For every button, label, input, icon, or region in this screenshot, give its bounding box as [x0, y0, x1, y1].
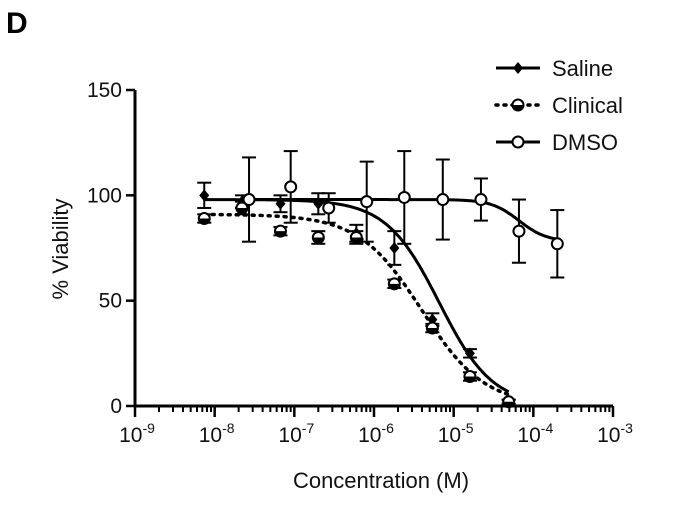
marker-circle — [436, 193, 450, 207]
data-point-dmso — [360, 195, 374, 209]
data-point-dmso — [550, 237, 564, 251]
marker-circle — [474, 193, 488, 207]
x-tick-label: 10-9 — [119, 420, 155, 447]
marker-fill — [512, 105, 524, 111]
legend: Saline Clinical DMSO — [494, 56, 623, 155]
y-tick-label: 150 — [87, 79, 122, 102]
legend-label-clinical: Clinical — [552, 93, 623, 118]
data-point-dmso — [284, 180, 298, 194]
data-point-dmso — [512, 224, 526, 238]
marker-fill — [312, 237, 324, 243]
marker-fill — [464, 376, 476, 383]
legend-label-saline: Saline — [552, 56, 613, 81]
data-point-saline — [275, 197, 286, 210]
data-point-clinical — [387, 277, 401, 291]
x-tick-label: 10-8 — [199, 420, 235, 447]
x-tick-label: 10-3 — [597, 420, 633, 447]
x-axis-title: Concentration (M) — [293, 468, 469, 493]
data-point-dmso — [242, 193, 256, 207]
axes: 0 50 100 150 10-9 10-8 10-7 10-6 10-5 10-4 10-3 — [87, 79, 633, 447]
data-point-saline — [199, 189, 210, 202]
marker-fill — [426, 328, 438, 334]
x-tick-label: 10-4 — [517, 420, 553, 447]
marker-fill — [274, 231, 286, 237]
data-point-clinical — [349, 230, 363, 244]
data-point-clinical — [273, 224, 287, 238]
y-axis-title: % Viability — [48, 198, 73, 299]
y-tick-label: 50 — [99, 290, 122, 313]
marker-circle — [397, 190, 411, 204]
marker-circle — [242, 193, 256, 207]
marker-circle — [512, 224, 526, 238]
data-point-saline — [389, 242, 400, 254]
data-point-saline — [464, 347, 475, 360]
data-point-clinical — [463, 370, 477, 384]
marker-fill — [388, 283, 400, 290]
y-tick-label: 0 — [110, 395, 122, 418]
marker-circle — [511, 135, 525, 149]
x-tick-label: 10-7 — [278, 420, 314, 447]
x-tick-label: 10-6 — [358, 420, 394, 447]
legend-marker-dmso — [511, 135, 525, 149]
data-point-clinical — [502, 395, 516, 409]
marker-fill — [350, 237, 362, 243]
y-tick-label: 100 — [87, 184, 122, 207]
legend-marker-saline — [513, 62, 523, 74]
fit-curves — [202, 198, 558, 397]
data-point-clinical — [235, 201, 249, 215]
marker-circle — [284, 180, 298, 194]
data-point-dmso — [322, 201, 336, 215]
legend-label-dmso: DMSO — [552, 130, 618, 155]
marker-fill — [503, 401, 515, 408]
marker-circle — [360, 195, 374, 209]
data-points — [197, 150, 565, 409]
data-point-dmso — [397, 190, 411, 204]
data-point-clinical — [425, 321, 439, 335]
panel-letter: D — [6, 7, 28, 40]
legend-marker-clinical — [511, 98, 525, 112]
marker-circle — [322, 201, 336, 215]
marker-fill — [198, 218, 210, 225]
marker-circle — [550, 237, 564, 251]
data-point-dmso — [436, 193, 450, 207]
data-point-saline — [313, 197, 324, 210]
data-point-dmso — [474, 193, 488, 207]
marker-fill — [236, 207, 248, 214]
data-point-clinical — [197, 212, 211, 226]
x-tick-label: 10-5 — [438, 420, 474, 447]
data-point-clinical — [311, 230, 325, 244]
fit-curve-dmso — [249, 198, 558, 241]
